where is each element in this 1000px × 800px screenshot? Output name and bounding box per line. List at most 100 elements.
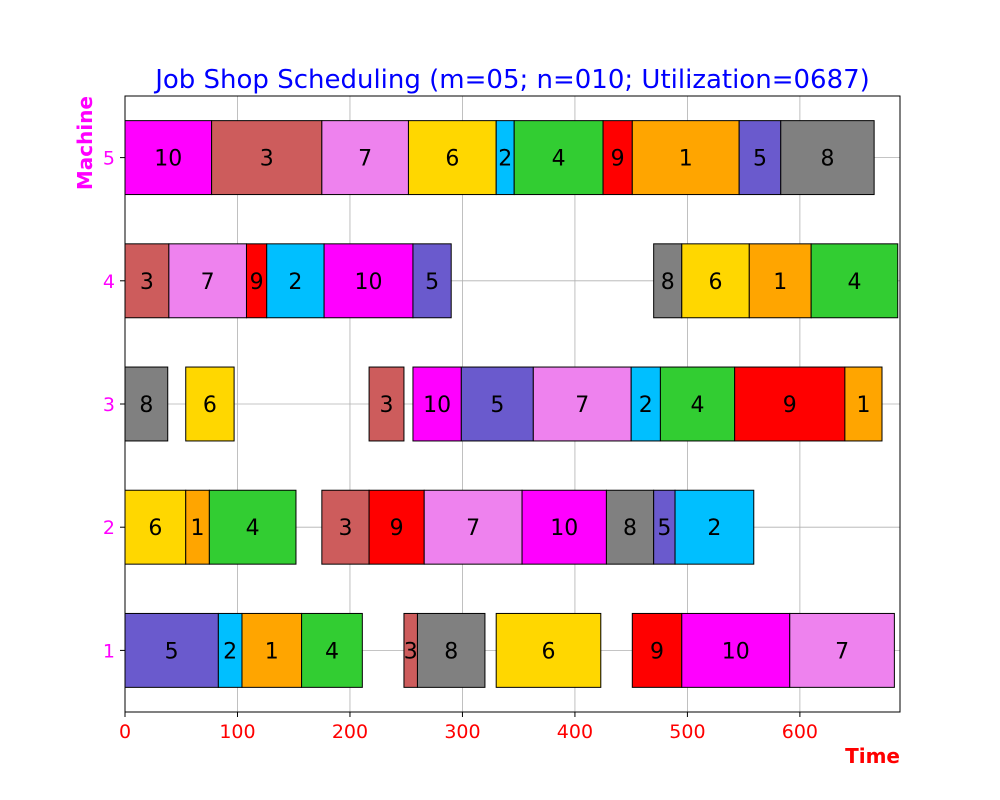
task-bar-m4-job4 <box>810 243 899 319</box>
task-label-m5-job1: 1 <box>679 147 693 172</box>
task-label-m3-job1: 1 <box>856 393 870 418</box>
task-label-m3-job2: 2 <box>639 393 653 418</box>
task-bar-m1-job10 <box>681 612 791 688</box>
task-label-m1-job10: 10 <box>722 639 750 664</box>
task-label-m1-job7: 7 <box>835 639 849 664</box>
x-tick-label: 500 <box>669 721 705 743</box>
task-label-m2-job4: 4 <box>246 516 260 541</box>
task-bar-m2-job4 <box>208 489 297 565</box>
task-bar-m5-job9 <box>602 120 633 196</box>
task-label-m4-job2: 2 <box>288 270 302 295</box>
bars-layer: 5 2 1 4 3 8 6 9 10 76 1 4 3 9 7 10 8 5 28 6 3 10 5 7 2 4 9 13 7 9 2 10 5… <box>124 120 899 688</box>
task-label-m4-job4: 4 <box>847 270 861 295</box>
x-tick-label: 400 <box>557 721 593 743</box>
task-bar-m4-job5 <box>412 243 452 319</box>
task-label-m1-job8: 8 <box>444 639 458 664</box>
plot-frame <box>124 95 901 713</box>
task-bar-m2-job7 <box>423 489 523 565</box>
task-bar-m5-job4 <box>513 120 604 196</box>
task-label-m3-job5: 5 <box>490 393 504 418</box>
task-label-m5-job5: 5 <box>753 147 767 172</box>
task-bar-m4-job6 <box>681 243 750 319</box>
task-bar-m1-job7 <box>789 612 895 688</box>
x-tick-label: 300 <box>444 721 480 743</box>
x-tick-label: 600 <box>782 721 818 743</box>
task-bar-m5-job1 <box>631 120 740 196</box>
task-bar-m4-job3 <box>124 243 170 319</box>
task-label-m4-job1: 1 <box>773 270 787 295</box>
task-bar-m3-job5 <box>460 366 534 442</box>
task-bar-m3-job9 <box>734 366 846 442</box>
task-label-m3-job6: 6 <box>203 393 217 418</box>
task-bar-m1-job9 <box>631 612 683 688</box>
task-bar-m2-job3 <box>321 489 370 565</box>
task-bar-m5-job7 <box>321 120 409 196</box>
task-label-m4-job7: 7 <box>201 270 215 295</box>
task-bar-m4-job10 <box>323 243 414 319</box>
task-label-m1-job9: 9 <box>650 639 664 664</box>
task-label-m2-job3: 3 <box>338 516 352 541</box>
task-label-m3-job10: 10 <box>423 393 451 418</box>
task-label-m4-job5: 5 <box>425 270 439 295</box>
task-label-m2-job10: 10 <box>550 516 578 541</box>
task-bar-m3-job1 <box>844 366 883 442</box>
y-tick-label: 1 <box>103 640 115 662</box>
task-label-m1-job3: 3 <box>404 639 418 664</box>
task-label-m5-job4: 4 <box>552 147 566 172</box>
chart-title: Job Shop Scheduling (m=05; n=010; Utiliz… <box>153 65 870 95</box>
task-label-m2-job9: 9 <box>390 516 404 541</box>
task-bar-m5-job3 <box>211 120 323 196</box>
task-label-m1-job4: 4 <box>325 639 339 664</box>
task-bar-m2-job9 <box>368 489 425 565</box>
task-bar-m3-job7 <box>532 366 632 442</box>
task-label-m2-job1: 1 <box>191 516 205 541</box>
task-bar-m3-job3 <box>368 366 405 442</box>
task-label-m2-job2: 2 <box>707 516 721 541</box>
task-bar-m3-job10 <box>412 366 462 442</box>
task-label-m2-job5: 5 <box>657 516 671 541</box>
y-axis-label: Machine <box>73 96 97 190</box>
task-label-m1-job1: 1 <box>265 639 279 664</box>
task-label-m2-job8: 8 <box>623 516 637 541</box>
task-bar-m4-job2 <box>266 243 325 319</box>
task-bar-m4-job7 <box>168 243 247 319</box>
task-label-m5-job2: 2 <box>498 147 512 172</box>
task-label-m1-job2: 2 <box>223 639 237 664</box>
x-axis-label: Time <box>845 744 900 768</box>
task-label-m5-job6: 6 <box>445 147 459 172</box>
task-label-m4-job9: 9 <box>250 270 264 295</box>
task-label-m1-job6: 6 <box>541 639 555 664</box>
task-label-m2-job6: 6 <box>148 516 162 541</box>
task-bar-m4-job1 <box>748 243 812 319</box>
task-label-m3-job8: 8 <box>139 393 153 418</box>
y-tick-label: 3 <box>103 394 115 416</box>
task-bar-m1-job8 <box>416 612 486 688</box>
task-bar-m2-job10 <box>521 489 607 565</box>
task-bar-m1-job6 <box>495 612 602 688</box>
x-tick-label: 200 <box>332 721 368 743</box>
task-label-m3-job3: 3 <box>380 393 394 418</box>
task-label-m4-job8: 8 <box>661 270 675 295</box>
task-label-m3-job7: 7 <box>575 393 589 418</box>
task-label-m5-job10: 10 <box>154 147 182 172</box>
task-label-m4-job3: 3 <box>140 270 154 295</box>
task-bar-m1-job4 <box>301 612 363 688</box>
x-tick-label: 100 <box>219 721 255 743</box>
y-tick-label: 2 <box>103 517 115 539</box>
task-bar-m2-job6 <box>124 489 187 565</box>
ticks-layer: 0 100 200 300 400 500 600 1 2 3 4 5 <box>103 148 818 743</box>
task-label-m5-job7: 7 <box>358 147 372 172</box>
task-bar-m5-job8 <box>780 120 875 196</box>
task-bar-m1-job5 <box>124 612 219 688</box>
task-label-m2-job7: 7 <box>466 516 480 541</box>
task-label-m4-job10: 10 <box>355 270 383 295</box>
y-tick-label: 4 <box>103 271 115 293</box>
task-label-m3-job4: 4 <box>691 393 705 418</box>
task-label-m5-job8: 8 <box>820 147 834 172</box>
task-label-m5-job3: 3 <box>260 147 274 172</box>
x-tick-label: 0 <box>119 721 131 743</box>
task-bar-m3-job6 <box>185 366 235 442</box>
task-bar-m4-job8 <box>653 243 683 319</box>
y-tick-label: 5 <box>103 148 115 170</box>
